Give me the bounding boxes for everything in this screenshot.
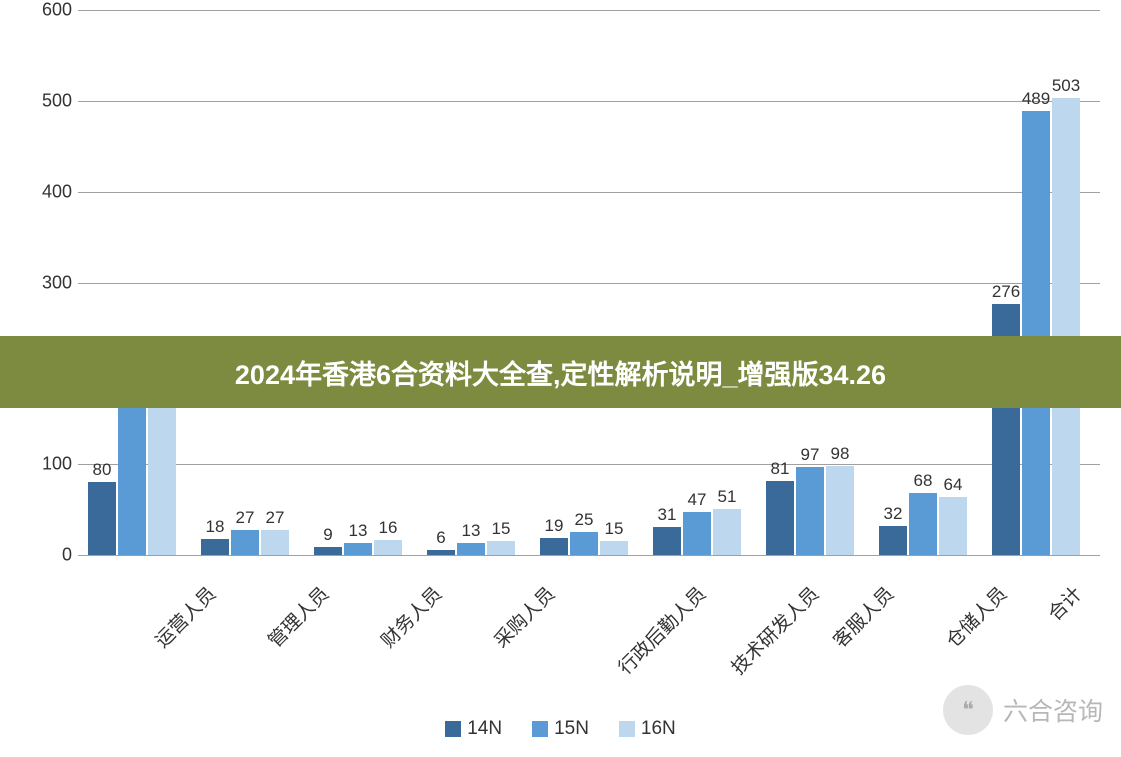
bar: 16	[374, 540, 402, 555]
bar-value-label: 276	[992, 282, 1020, 302]
bar-group: 91316	[312, 540, 404, 555]
bar: 68	[909, 493, 937, 555]
x-category-label: 采购人员	[487, 580, 560, 653]
x-axis-labels: 运营人员管理人员财务人员采购人员行政后勤人员技术研发人员客服人员仓储人员合计	[78, 570, 1100, 680]
bar: 27	[231, 530, 259, 555]
legend-item: 15N	[532, 718, 589, 740]
bar-value-label: 13	[349, 521, 368, 541]
plot-area: 8019921718272791316613151925153147518197…	[78, 10, 1100, 555]
bar-value-label: 31	[658, 505, 677, 525]
bar-value-label: 64	[944, 475, 963, 495]
y-tick: 100	[30, 454, 72, 475]
chart-container: 0100200300400500600 80199217182727913166…	[30, 10, 1100, 565]
bar-value-label: 51	[718, 487, 737, 507]
y-tick: 400	[30, 181, 72, 202]
grid-line	[78, 464, 1100, 465]
overlay-banner-text: 2024年香港6合资料大全查,定性解析说明_增强版34.26	[235, 353, 886, 392]
grid-line	[78, 101, 1100, 102]
x-category-label: 技术研发人员	[724, 580, 824, 680]
bar-value-label: 81	[771, 459, 790, 479]
bar-value-label: 27	[266, 508, 285, 528]
x-category-label: 财务人员	[374, 580, 447, 653]
bar: 18	[201, 539, 229, 555]
bar: 503	[1052, 98, 1080, 555]
bar: 98	[826, 466, 854, 555]
bar-value-label: 47	[688, 490, 707, 510]
bar-value-label: 25	[575, 510, 594, 530]
bar-value-label: 13	[462, 521, 481, 541]
legend-item: 16N	[619, 718, 676, 740]
bar-value-label: 489	[1022, 89, 1050, 109]
bar-group: 61315	[425, 541, 517, 555]
y-tick: 500	[30, 90, 72, 111]
bar: 15	[487, 541, 515, 555]
x-category-label: 仓储人员	[939, 580, 1012, 653]
bar-value-label: 19	[545, 516, 564, 536]
legend-item: 14N	[445, 718, 502, 740]
legend-swatch	[619, 721, 635, 737]
grid-line	[78, 10, 1100, 11]
bar: 19	[540, 538, 568, 555]
bar: 47	[683, 512, 711, 555]
bar: 25	[570, 532, 598, 555]
bar-value-label: 9	[323, 525, 332, 545]
bar-group: 192515	[538, 532, 630, 555]
watermark-text: 六合咨询	[1003, 692, 1103, 728]
x-category-label: 管理人员	[261, 580, 334, 653]
y-tick: 300	[30, 272, 72, 293]
bar: 97	[796, 467, 824, 555]
legend-label: 14N	[467, 718, 502, 740]
bar-group: 314751	[651, 509, 743, 555]
bar: 489	[1022, 111, 1050, 555]
y-tick: 0	[30, 545, 72, 566]
bar: 81	[766, 481, 794, 555]
watermark-icon: ❝	[943, 685, 993, 735]
y-tick: 600	[30, 0, 72, 21]
bar: 64	[939, 497, 967, 555]
bar-value-label: 68	[914, 471, 933, 491]
bar-value-label: 27	[236, 508, 255, 528]
bar: 32	[879, 526, 907, 555]
bar-value-label: 98	[831, 444, 850, 464]
bar-value-label: 15	[492, 519, 511, 539]
legend-label: 15N	[554, 718, 589, 740]
x-category-label: 客服人员	[826, 580, 899, 653]
bar-value-label: 97	[801, 445, 820, 465]
bar: 6	[427, 550, 455, 555]
bar: 31	[653, 527, 681, 555]
bar-group: 326864	[877, 493, 969, 555]
legend-swatch	[445, 721, 461, 737]
bar-group: 182727	[199, 530, 291, 555]
legend-swatch	[532, 721, 548, 737]
watermark: ❝ 六合咨询	[943, 685, 1103, 735]
grid-line	[78, 555, 1100, 556]
bar-value-label: 16	[379, 518, 398, 538]
bar: 51	[713, 509, 741, 555]
bar-value-label: 32	[884, 504, 903, 524]
grid-line	[78, 283, 1100, 284]
bar-value-label: 503	[1052, 76, 1080, 96]
bar-value-label: 15	[605, 519, 624, 539]
legend-label: 16N	[641, 718, 676, 740]
x-category-label: 运营人员	[148, 580, 221, 653]
bar-value-label: 80	[93, 460, 112, 480]
bar: 13	[457, 543, 485, 555]
bar-value-label: 6	[436, 528, 445, 548]
x-category-label: 行政后勤人员	[611, 580, 711, 680]
bar: 27	[261, 530, 289, 555]
bar: 15	[600, 541, 628, 555]
bar-group: 276489503	[990, 98, 1082, 555]
bar: 9	[314, 547, 342, 555]
bar-value-label: 18	[206, 517, 225, 537]
overlay-banner: 2024年香港6合资料大全查,定性解析说明_增强版34.26	[0, 336, 1121, 408]
bar-group: 819798	[764, 466, 856, 555]
x-category-label: 合计	[1041, 580, 1087, 626]
grid-line	[78, 192, 1100, 193]
bar: 13	[344, 543, 372, 555]
bar: 80	[88, 482, 116, 555]
